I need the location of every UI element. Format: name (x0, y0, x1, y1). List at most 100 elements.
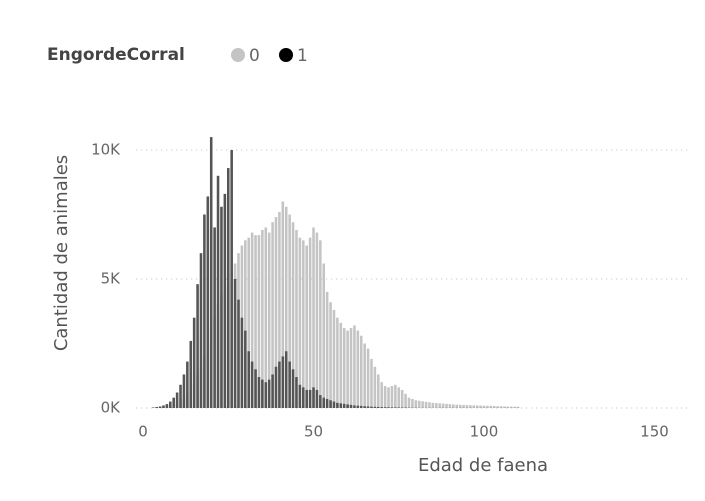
x-tick-label: 100 (470, 423, 499, 441)
bar (196, 284, 199, 408)
bar (336, 402, 339, 408)
bar (363, 406, 366, 408)
x-tick-label: 0 (138, 423, 148, 441)
bar (373, 366, 377, 408)
bar (342, 328, 346, 408)
bar (237, 299, 240, 408)
y-tick-label: 10K (91, 141, 121, 159)
bar (322, 263, 326, 408)
bar (175, 392, 179, 408)
bar (452, 404, 455, 408)
bar (312, 387, 315, 408)
bar (377, 406, 380, 408)
bar (421, 401, 424, 408)
bar (261, 379, 264, 408)
bar (298, 384, 302, 408)
legend-title: EngordeCorral (47, 45, 185, 65)
bar (213, 227, 216, 408)
bar (274, 217, 278, 408)
bar (390, 386, 394, 408)
bar (151, 407, 155, 408)
bar (486, 405, 489, 408)
bar (434, 403, 438, 408)
bar (407, 397, 411, 408)
bar (274, 366, 278, 408)
bar (356, 405, 360, 408)
bar (349, 328, 353, 408)
bar (370, 406, 373, 408)
bar (247, 237, 251, 408)
bar (302, 240, 305, 408)
bar (469, 405, 472, 408)
bar (411, 398, 414, 408)
bar (240, 317, 244, 408)
bar (353, 325, 356, 408)
bar (366, 406, 370, 408)
bar (257, 235, 261, 408)
bar (226, 168, 230, 408)
bar (417, 400, 421, 408)
bar (510, 406, 513, 408)
bar (377, 374, 380, 408)
bar (233, 279, 237, 408)
bar (383, 386, 387, 408)
bar (192, 317, 196, 408)
bar (278, 361, 281, 408)
bar (339, 403, 343, 408)
bar (325, 398, 329, 408)
bar (291, 369, 295, 408)
x-axis-title: Edad de faena (418, 455, 548, 476)
bar (284, 351, 288, 408)
legend-label: 1 (297, 46, 308, 66)
bar (179, 384, 182, 408)
bar (475, 405, 479, 408)
bar (492, 406, 496, 408)
bar (254, 369, 257, 408)
bar (332, 309, 336, 408)
bar (315, 232, 319, 408)
bar (380, 382, 383, 408)
bar (295, 377, 298, 408)
bar (394, 407, 397, 408)
bar (291, 222, 295, 408)
bar (305, 245, 308, 408)
bar (315, 389, 319, 408)
bar (387, 387, 390, 408)
bar (380, 407, 383, 408)
bar (244, 330, 247, 408)
bar (230, 150, 233, 408)
bar (308, 389, 312, 408)
bar (349, 404, 353, 408)
bar (250, 232, 254, 408)
bar (363, 343, 366, 408)
bar (162, 405, 165, 408)
bar (281, 201, 285, 408)
bar (489, 405, 493, 408)
x-tick-label: 50 (304, 423, 323, 441)
bar (271, 374, 274, 408)
bar (264, 227, 268, 408)
bar (329, 400, 332, 408)
bar (445, 403, 448, 408)
bar (302, 387, 305, 408)
bar (247, 351, 251, 408)
bar (383, 407, 387, 408)
x-tick-label: 150 (640, 423, 669, 441)
bar (158, 406, 162, 408)
bar (209, 137, 213, 408)
bar (366, 348, 370, 408)
bar (414, 400, 418, 408)
bar (506, 406, 510, 408)
bar (284, 206, 288, 408)
bar (216, 175, 220, 408)
bar (390, 407, 394, 408)
y-tick-label: 5K (101, 270, 122, 288)
bar (165, 404, 169, 408)
bar (438, 403, 441, 408)
bar (339, 322, 343, 408)
legend-label: 0 (249, 46, 260, 66)
bar (203, 214, 206, 408)
bar (312, 227, 315, 408)
bar (257, 377, 261, 408)
bar (472, 405, 476, 408)
